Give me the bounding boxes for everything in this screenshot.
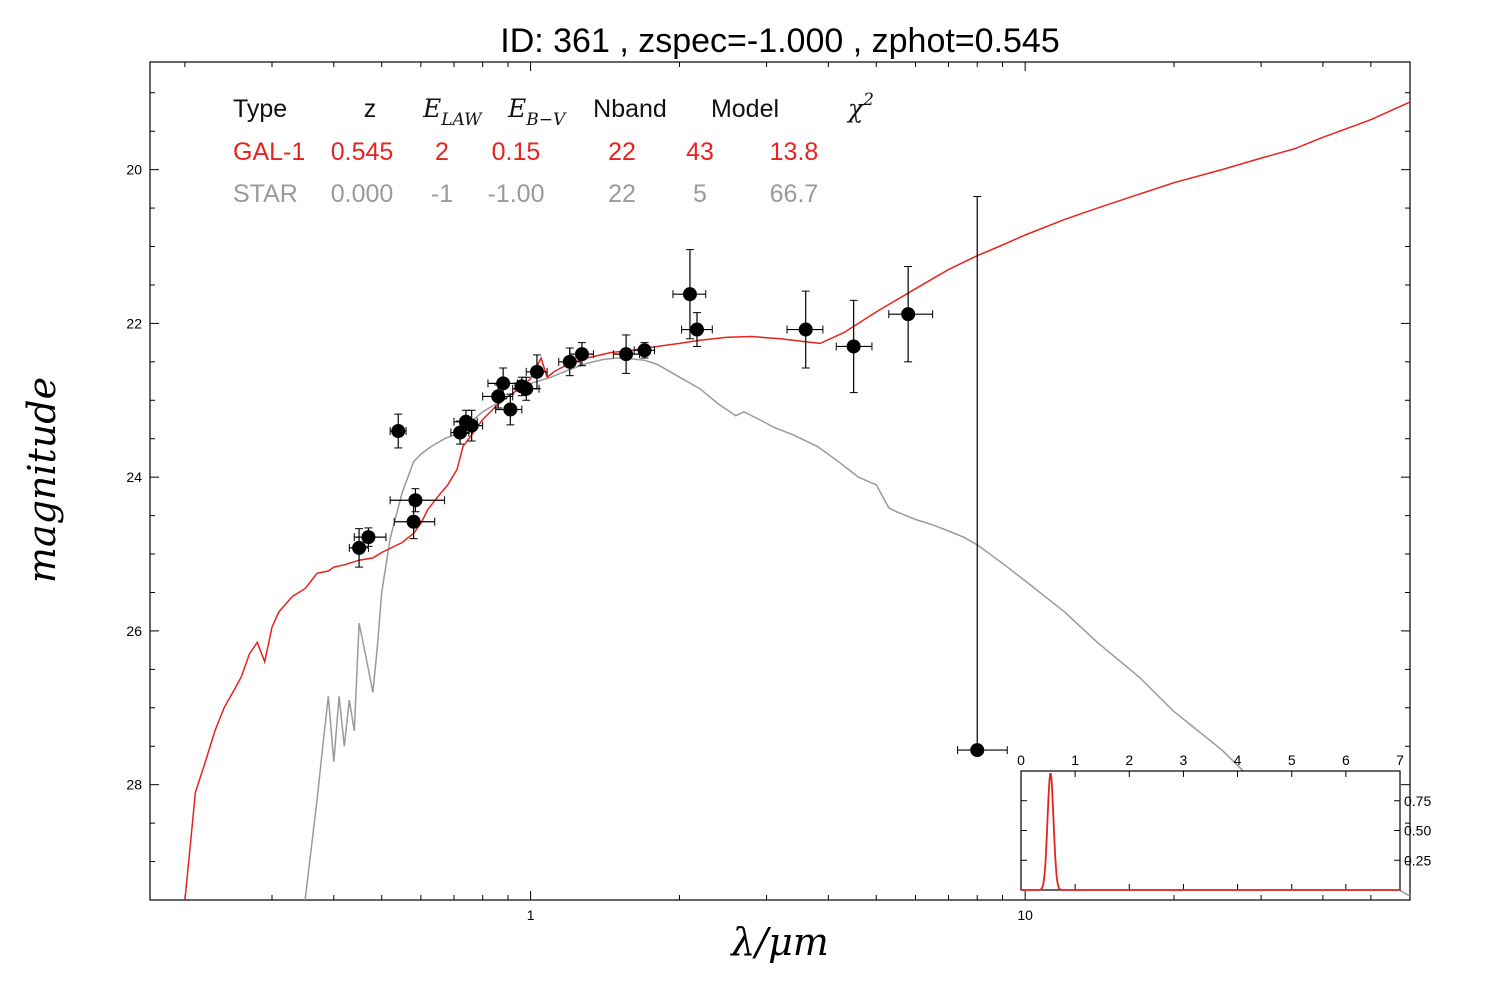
y-tick-label: 24 — [126, 469, 142, 485]
inset-frame — [1020, 770, 1401, 891]
data-point — [519, 381, 534, 396]
inset-x-tick-label: 3 — [1180, 752, 1188, 768]
legend-star-chi2: 66.7 — [770, 180, 819, 208]
pdz-inset: 0 1 2 3 4 5 6 7 0.25 0.50 0.75 — [1017, 752, 1431, 891]
data-point — [682, 287, 697, 302]
x-axis-label: λ/μm — [729, 920, 829, 964]
pdz-curve — [1021, 773, 1400, 891]
data-point — [970, 743, 985, 758]
y-axis-label: magnitude — [20, 377, 64, 583]
y-tick-label: 26 — [126, 623, 142, 639]
x-tick-label: 10 — [1017, 907, 1033, 923]
legend-star-elaw: -1 — [431, 180, 453, 208]
data-point — [529, 364, 544, 379]
data-point — [619, 347, 634, 362]
legend-star-model: 5 — [693, 180, 707, 208]
legend-star-nband: 22 — [608, 180, 636, 208]
legend-gal1-nband: 22 — [608, 138, 636, 166]
legend-star-ebv: -1.00 — [488, 180, 545, 208]
data-point — [352, 540, 367, 555]
legend-star-z: 0.000 — [331, 180, 394, 208]
inset-x-tick-label: 0 — [1017, 752, 1025, 768]
inset-x-tick-label: 7 — [1396, 752, 1404, 768]
observed-photometry — [348, 196, 1008, 758]
legend-header-model: Model — [711, 95, 779, 123]
legend-header-chi2: χ2 — [846, 90, 874, 123]
inset-y-tick-label: 0.50 — [1404, 823, 1431, 839]
data-point — [798, 322, 813, 337]
data-point — [901, 307, 916, 322]
data-point — [574, 347, 589, 362]
inset-x-tick-label: 2 — [1125, 752, 1133, 768]
chart-title: ID: 361 , zspec=-1.000 , zphot=0.545 — [500, 22, 1060, 60]
data-point — [453, 425, 468, 440]
data-point — [637, 343, 652, 358]
legend-gal1-z: 0.545 — [331, 138, 394, 166]
inset-x-tick-label: 6 — [1342, 752, 1350, 768]
legend-gal1-elaw: 2 — [435, 138, 449, 166]
data-point — [503, 402, 518, 417]
legend-star-type: STAR — [233, 180, 298, 208]
y-tick-label: 28 — [126, 777, 142, 793]
y-tick-label: 20 — [126, 162, 142, 178]
x-tick-label: 1 — [527, 907, 535, 923]
data-point — [464, 418, 479, 433]
legend-gal1-ebv: 0.15 — [492, 138, 541, 166]
inset-y-tick-label: 0.75 — [1404, 793, 1431, 809]
plot-frame — [149, 61, 1411, 901]
inset-x-tick-label: 5 — [1288, 752, 1296, 768]
data-point — [408, 493, 423, 508]
data-point — [406, 514, 421, 529]
data-point — [846, 339, 861, 354]
data-point — [562, 354, 577, 369]
data-point — [361, 530, 376, 545]
data-point — [496, 376, 511, 391]
data-point — [391, 424, 406, 439]
legend-header-ebv: EB−V — [507, 94, 567, 130]
legend-gal1-model: 43 — [686, 138, 714, 166]
legend-gal1-type: GAL-1 — [233, 138, 305, 166]
star-model-curve — [304, 357, 1410, 900]
legend-header-z: z — [364, 95, 377, 123]
inset-x-tick-label: 4 — [1234, 752, 1242, 768]
legend-gal1-chi2: 13.8 — [770, 138, 819, 166]
legend-header-elaw: ELAW — [422, 94, 483, 130]
y-tick-label: 22 — [126, 315, 142, 331]
data-point — [491, 389, 506, 404]
data-point — [689, 322, 704, 337]
inset-x-tick-label: 1 — [1071, 752, 1079, 768]
legend-header-type: Type — [233, 95, 287, 123]
inset-y-tick-label: 0.25 — [1404, 852, 1431, 868]
legend-header-nband: Nband — [593, 95, 667, 123]
legend-table: Type z ELAW EB−V Nband Model χ2 GAL-1 0.545 2 0.15… — [233, 90, 874, 208]
